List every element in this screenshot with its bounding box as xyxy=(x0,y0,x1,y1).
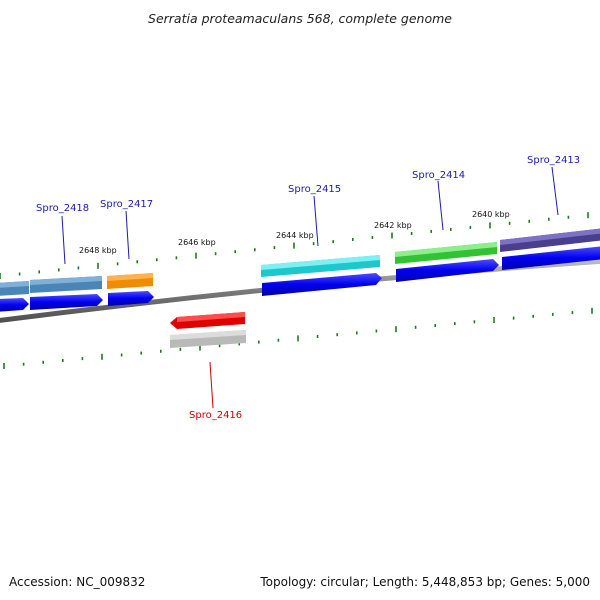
gene-features xyxy=(0,228,600,348)
gene-label-spro-2416[interactable]: Spro_2416 xyxy=(189,410,242,421)
gene-label-spro-2417[interactable]: Spro_2417 xyxy=(100,199,153,210)
genome-summary-text: Topology: circular; Length: 5,448,853 bp… xyxy=(259,575,590,589)
gene-spro-2416[interactable] xyxy=(170,312,246,348)
gene-labels: Spro_2418 Spro_2417 Spro_2416 Spro_2415 … xyxy=(36,155,580,421)
scale-label-2642: 2642 kbp xyxy=(374,221,412,230)
gene-label-spro-2418[interactable]: Spro_2418 xyxy=(36,203,89,214)
gene-label-spro-2415[interactable]: Spro_2415 xyxy=(288,184,341,195)
scale-label-2640: 2640 kbp xyxy=(472,210,510,219)
cds-arrow[interactable] xyxy=(502,246,600,270)
scale-label-2644: 2644 kbp xyxy=(276,231,314,240)
cds-arrow[interactable] xyxy=(262,273,382,296)
accession-text: Accession: NC_009832 xyxy=(9,575,145,589)
scale-labels: 2648 kbp 2646 kbp 2644 kbp 2642 kbp 2640… xyxy=(79,210,510,255)
gene-spro-2418[interactable] xyxy=(0,276,102,296)
scale-label-2648: 2648 kbp xyxy=(79,246,117,255)
cds-arrow[interactable] xyxy=(0,298,29,312)
gene-spro-2417[interactable] xyxy=(107,273,153,289)
cds-arrow[interactable] xyxy=(30,294,103,310)
scale-label-2646: 2646 kbp xyxy=(178,238,216,247)
cds-arrow[interactable] xyxy=(108,291,154,306)
gene-spro-2414[interactable] xyxy=(395,242,497,264)
map-title: Serratia proteamaculans 568, complete ge… xyxy=(148,11,452,26)
gene-label-spro-2413[interactable]: Spro_2413 xyxy=(527,155,580,166)
cds-arrow[interactable] xyxy=(396,259,499,282)
cds-features xyxy=(0,246,600,312)
gene-spro-2413[interactable] xyxy=(500,228,600,252)
gene-label-spro-2414[interactable]: Spro_2414 xyxy=(412,170,465,181)
scale-ticks xyxy=(0,212,593,369)
gene-spro-2415[interactable] xyxy=(261,255,380,277)
